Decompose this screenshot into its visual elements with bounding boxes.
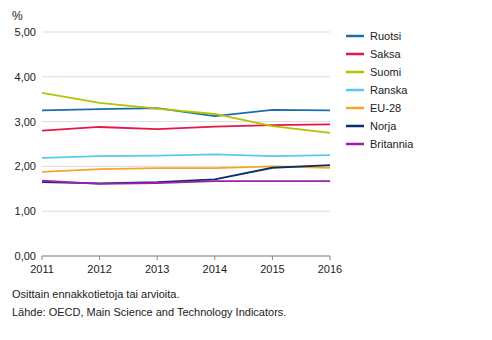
series-line <box>42 165 330 183</box>
grid-line <box>42 76 330 77</box>
x-tick <box>157 256 158 260</box>
grid-line <box>42 211 330 212</box>
legend-label: Ranska <box>370 84 408 96</box>
legend-label: Ruotsi <box>370 30 401 42</box>
plot-area <box>42 93 330 184</box>
legend-swatch <box>346 125 364 128</box>
legend-label: Suomi <box>370 66 401 78</box>
footnote: Lähde: OECD, Main Science and Technology… <box>12 306 286 318</box>
y-axis-label: % <box>12 9 23 23</box>
x-tick <box>330 256 331 260</box>
footnote: Osittain ennakkotietoja tai arvioita. <box>12 288 180 300</box>
x-tick-label: 2015 <box>260 263 284 275</box>
legend-label: Britannia <box>370 138 414 150</box>
series-line <box>42 154 330 158</box>
legend-swatch <box>346 53 364 56</box>
y-tick-label: 5,00 <box>15 26 36 38</box>
grid-line <box>42 256 330 257</box>
x-tick <box>99 256 100 260</box>
legend-swatch <box>346 35 364 38</box>
legend-swatch <box>346 143 364 146</box>
legend-label: Norja <box>370 120 397 132</box>
x-tick-label: 2014 <box>203 263 227 275</box>
series-line <box>42 93 330 133</box>
series-line <box>42 181 330 184</box>
y-tick-label: 2,00 <box>15 160 36 172</box>
x-tick-label: 2011 <box>30 263 54 275</box>
x-tick <box>214 256 215 260</box>
legend-swatch <box>346 89 364 92</box>
legend-swatch <box>346 107 364 110</box>
grid <box>42 32 330 256</box>
grid-line <box>42 32 330 33</box>
legend-label: Saksa <box>370 48 401 60</box>
x-tick <box>42 256 43 260</box>
legend: Ruotsi Saksa Suomi Ranska EU-28 Norja Britanni… <box>346 30 414 150</box>
chart-svg: 0,00 1,00 2,00 3,00 4,00 5,00 2011 2012 2013 2014… <box>0 0 492 340</box>
chart-container: 0,00 1,00 2,00 3,00 4,00 5,00 2011 2012 2013 2014… <box>0 0 492 340</box>
x-tick-label: 2012 <box>87 263 111 275</box>
y-tick-label: 4,00 <box>15 71 36 83</box>
x-tick-label: 2013 <box>145 263 169 275</box>
x-tick <box>272 256 273 260</box>
legend-swatch <box>346 71 364 74</box>
grid-line <box>42 121 330 122</box>
legend-label: EU-28 <box>370 102 401 114</box>
y-tick-label: 3,00 <box>15 116 36 128</box>
y-tick-label: 1,00 <box>15 205 36 217</box>
x-tick-label: 2016 <box>318 263 342 275</box>
x-axis-line <box>42 256 330 257</box>
y-tick-label: 0,00 <box>15 250 36 262</box>
